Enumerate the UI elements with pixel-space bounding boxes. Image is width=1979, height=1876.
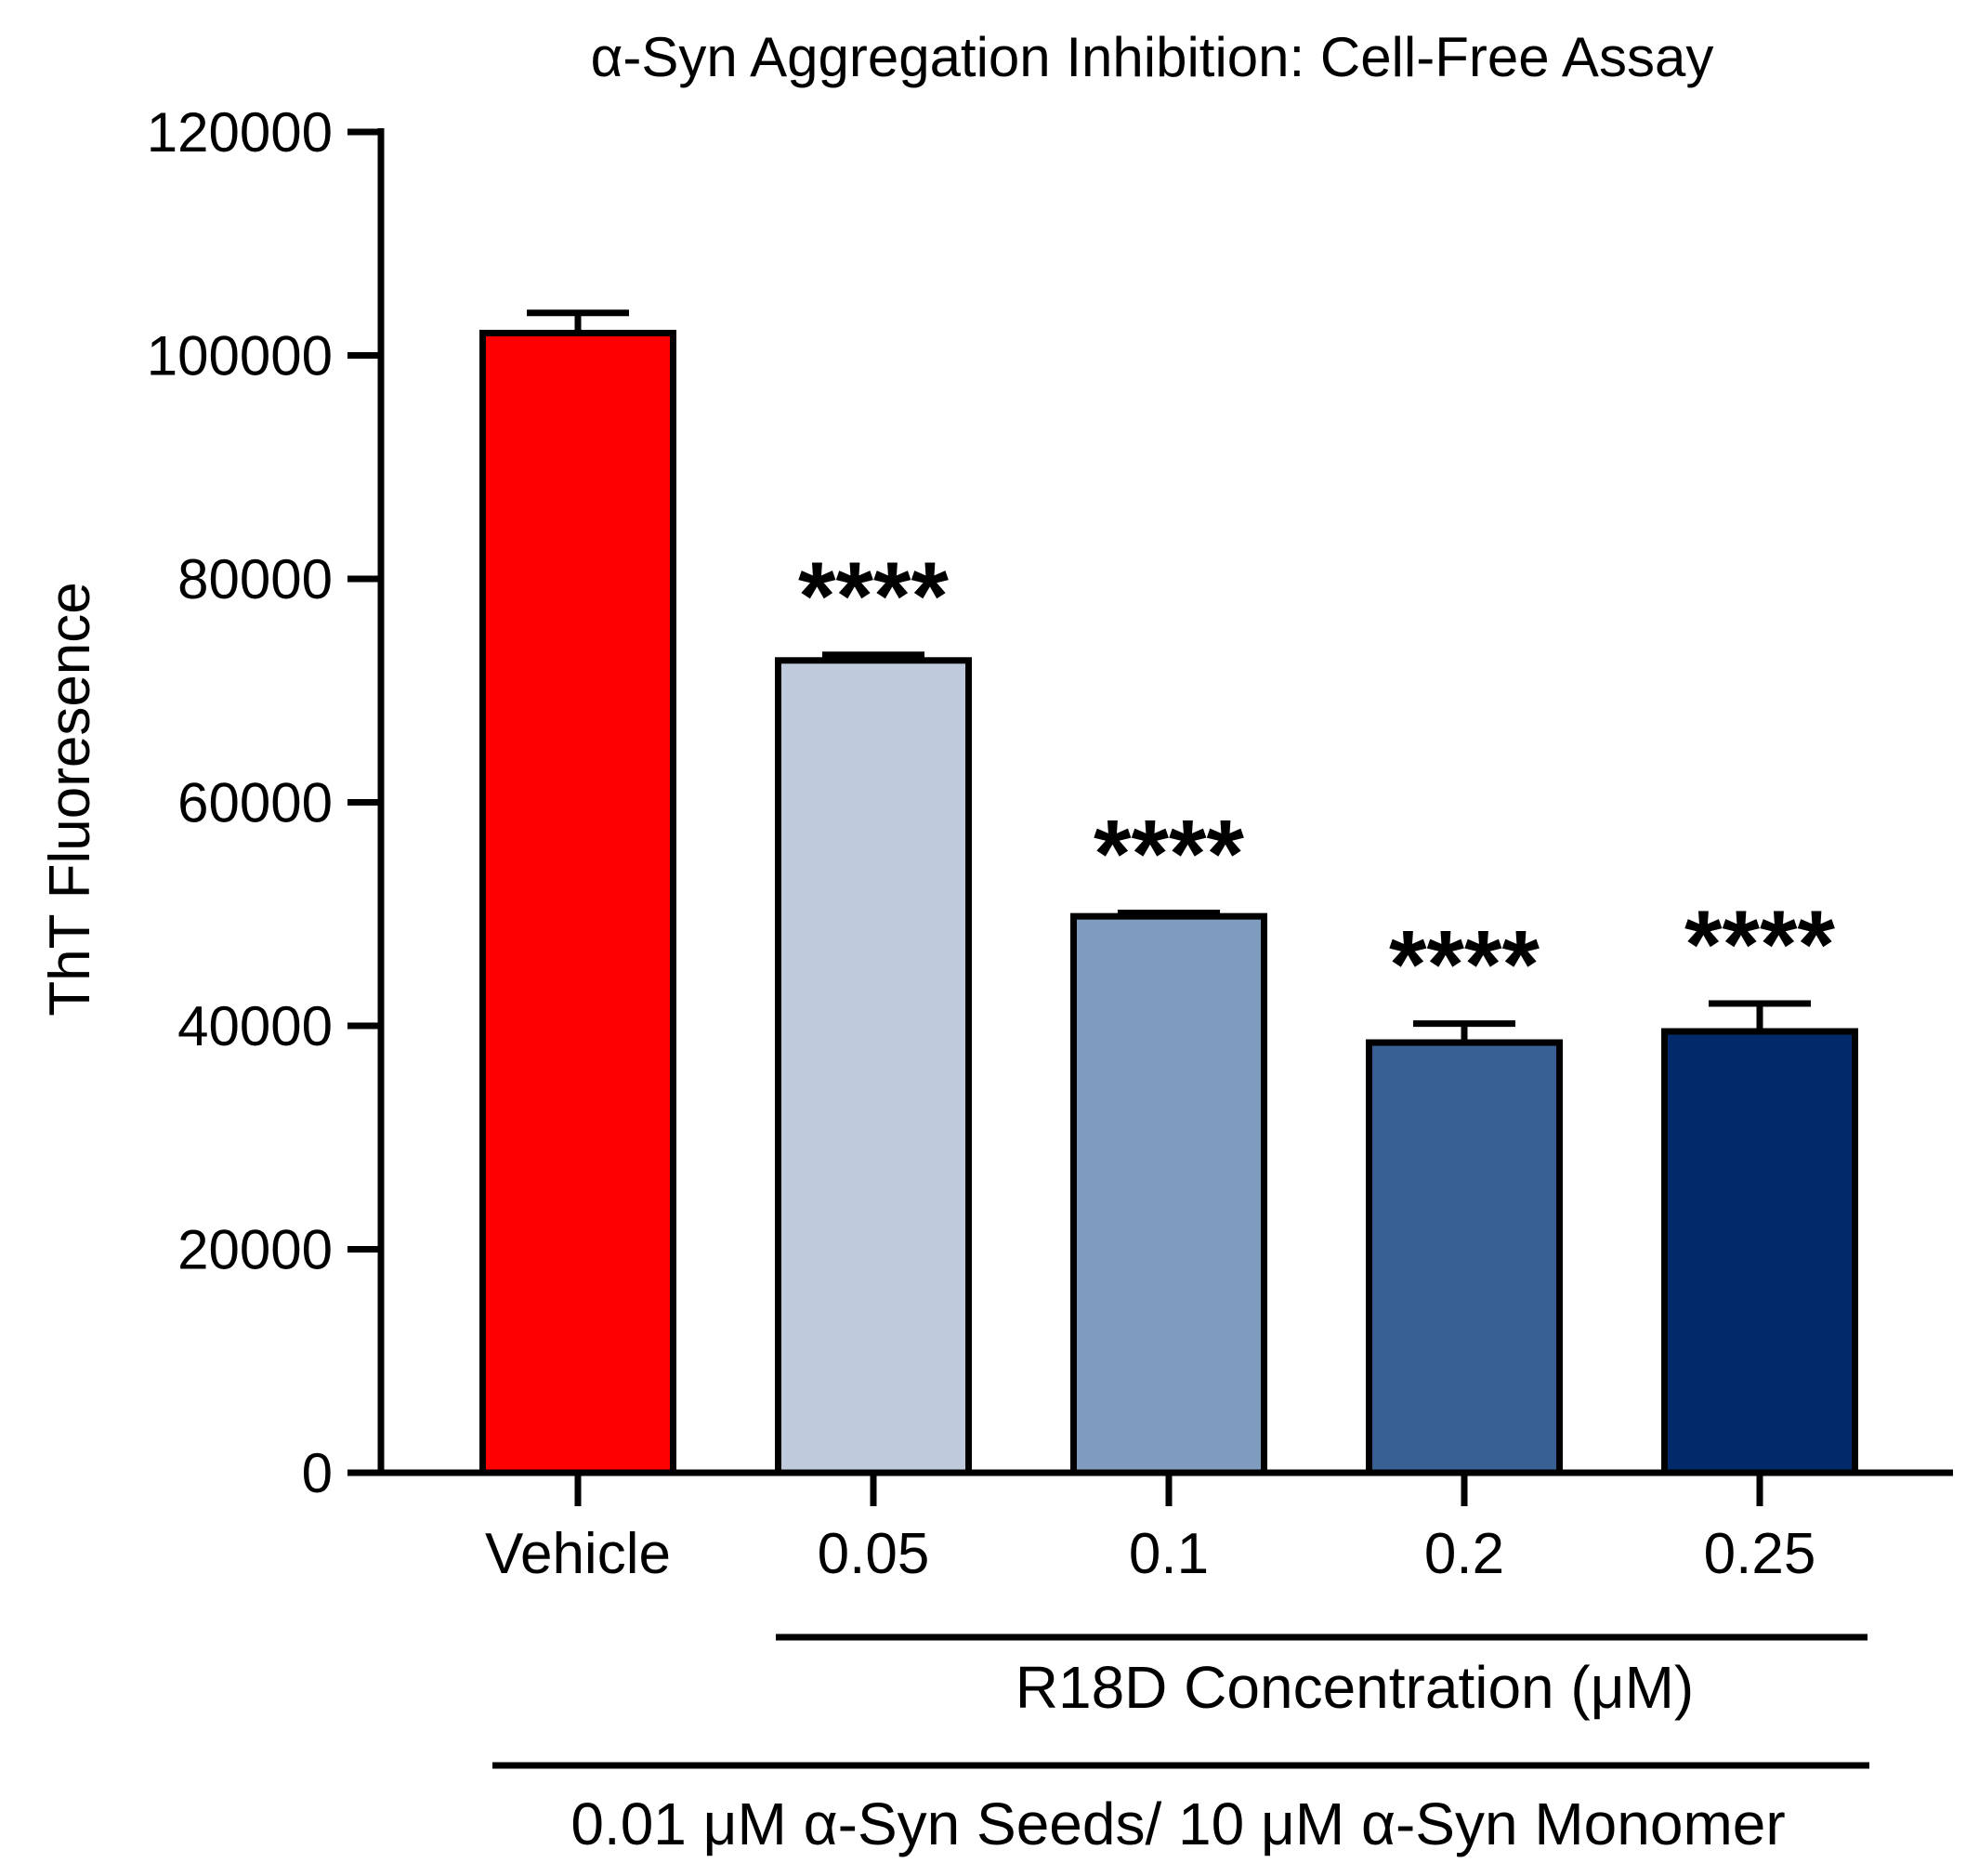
- chart-title: α-Syn Aggregation Inhibition: Cell-Free …: [591, 26, 1714, 88]
- significance-marker: ****: [1389, 912, 1540, 1019]
- y-tick-label: 0: [302, 1442, 333, 1504]
- bar-0-1: [1070, 912, 1267, 1476]
- y-tick-label: 80000: [177, 548, 333, 610]
- significance-marker: ****: [1094, 801, 1244, 909]
- y-tick-label: 40000: [177, 995, 333, 1057]
- y-tick-label: 60000: [177, 772, 333, 834]
- significance-marker: ****: [1684, 891, 1835, 999]
- x-tick-label: 0.05: [818, 1522, 930, 1586]
- bar-vehicle: [479, 329, 676, 1476]
- x-tick-label: Vehicle: [485, 1522, 671, 1586]
- bar-0-2: [1366, 1039, 1563, 1476]
- y-tick-label: 100000: [147, 325, 333, 387]
- bar-0-05: [775, 657, 972, 1476]
- r18d-group-label: R18D Concentration (μM): [1016, 1654, 1694, 1721]
- x-ticks-layer: Vehicle 0.05 0.1 0.2 0.25: [485, 1473, 1815, 1586]
- x-tick-label: 0.2: [1424, 1522, 1504, 1586]
- significance-marker: ****: [798, 543, 949, 650]
- significance-layer: **** **** **** ****: [798, 543, 1835, 1019]
- y-axis-label: ThT Fluoresence: [38, 582, 102, 1017]
- bar-0-25: [1661, 1028, 1858, 1476]
- error-bars-layer: [527, 309, 1811, 1043]
- y-tick-label: 120000: [147, 101, 333, 164]
- x-tick-label: 0.25: [1704, 1522, 1816, 1586]
- y-tick-label: 20000: [177, 1219, 333, 1281]
- conditions-group-label: 0.01 μM α-Syn Seeds/ 10 μM α-Syn Monomer: [570, 1791, 1785, 1857]
- x-tick-label: 0.1: [1129, 1522, 1209, 1586]
- y-ticks-layer: 0 20000 40000 60000 80000 100000 120000: [147, 101, 381, 1504]
